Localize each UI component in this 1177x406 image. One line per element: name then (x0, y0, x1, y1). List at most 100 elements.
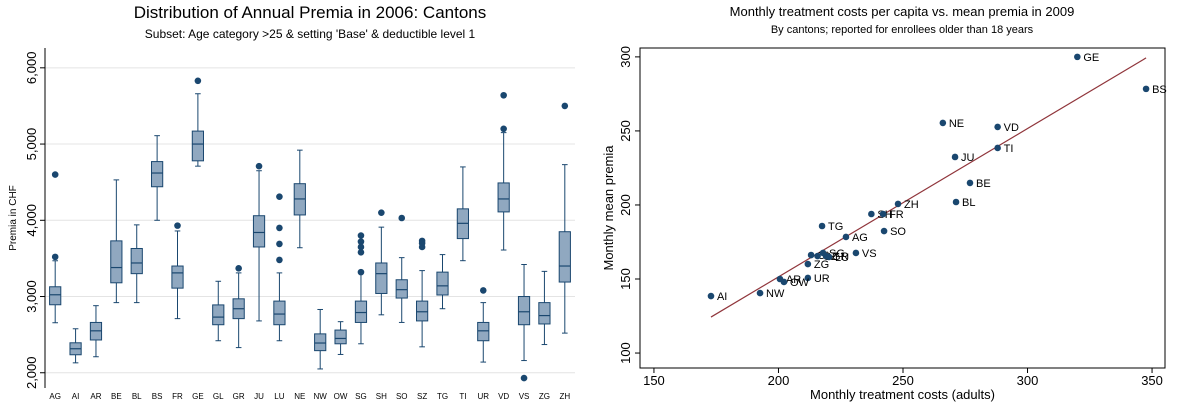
x-tick-label: JU (254, 392, 264, 401)
outlier (276, 193, 283, 200)
box (375, 262, 388, 294)
x-axis-label: Monthly treatment costs (adults) (810, 387, 995, 402)
outlier (357, 232, 365, 239)
x-tick-label: OW (334, 392, 348, 401)
point (804, 274, 812, 282)
box (395, 279, 408, 299)
box (151, 161, 164, 188)
outlier (194, 77, 202, 85)
point (879, 210, 887, 218)
box (273, 300, 286, 326)
point (852, 249, 860, 257)
x-tick-label: ZH (559, 392, 570, 401)
point-label: GE (1083, 52, 1099, 64)
point-label: SO (890, 226, 906, 238)
outlier (357, 238, 365, 245)
point-label: ZG (814, 259, 829, 271)
x-tick-label: AR (90, 392, 101, 401)
box (212, 304, 225, 326)
point (939, 119, 947, 127)
point (1074, 53, 1081, 61)
x-tick-label: BE (111, 392, 122, 401)
y-axis-label: Premia in CHF (8, 185, 19, 251)
x-tick-label: GE (192, 392, 204, 401)
box (314, 333, 327, 352)
point-label: BL (962, 197, 975, 209)
point-label: JU (961, 152, 975, 164)
point-label: NE (949, 118, 964, 130)
y-tick-label: 3,000 (24, 280, 39, 313)
outlier (479, 287, 487, 294)
box (477, 321, 490, 342)
point-label: BS (1152, 84, 1167, 96)
y-tick-label: 200 (618, 194, 633, 216)
y-tick-label: 100 (618, 342, 633, 364)
outlier (51, 171, 59, 178)
point-label: VD (1004, 122, 1019, 134)
outlier (357, 249, 365, 256)
plot-frame (639, 47, 1166, 369)
plot-area (45, 48, 575, 388)
x-tick-label: GL (213, 392, 224, 401)
point (880, 227, 888, 235)
outlier (235, 265, 242, 272)
point (707, 292, 715, 300)
point-label: BE (976, 178, 991, 190)
chart-subtitle: By cantons; reported for enrollees older… (771, 24, 1034, 36)
box (171, 265, 184, 289)
point (780, 278, 788, 286)
x-tick-label: NE (294, 392, 305, 401)
point-label: NW (766, 288, 785, 300)
x-tick-label: 250 (892, 373, 914, 388)
x-tick-label: 300 (1017, 373, 1039, 388)
box (252, 215, 266, 248)
x-tick-label: SH (376, 392, 387, 401)
box (130, 247, 143, 275)
trend-line (710, 57, 1147, 318)
x-tick-label: TG (437, 392, 448, 401)
outlier (520, 374, 528, 382)
point (966, 179, 974, 187)
box (436, 271, 449, 296)
outlier (174, 222, 181, 229)
x-tick-label: GR (233, 392, 245, 401)
y-tick-label: 300 (618, 46, 633, 68)
x-tick-label: SZ (417, 392, 427, 401)
x-tick-label: ZG (539, 392, 550, 401)
point-label: UR (814, 273, 830, 285)
point (894, 200, 902, 208)
box (191, 130, 204, 162)
outlier (276, 224, 283, 232)
point (1142, 85, 1150, 93)
point (842, 233, 850, 241)
y-tick-label: 6,000 (24, 52, 39, 85)
outlier (276, 256, 283, 264)
x-tick-label: UR (477, 392, 489, 401)
point (994, 123, 1001, 131)
box (538, 302, 551, 325)
x-tick-label: SG (355, 392, 367, 401)
point-label: TG (828, 221, 843, 233)
box (110, 240, 123, 284)
x-tick-label: 150 (643, 373, 665, 388)
outlier (378, 209, 385, 216)
x-tick-label: AG (49, 392, 61, 401)
outlier (357, 243, 365, 251)
chart-title: Monthly treatment costs per capita vs. m… (730, 4, 1075, 19)
x-tick-label: 350 (1141, 373, 1163, 388)
x-tick-label: LU (274, 392, 284, 401)
point-label: AR (786, 274, 801, 286)
box (416, 300, 429, 322)
y-tick-label: 250 (618, 120, 633, 142)
point (994, 144, 1001, 152)
point-label: OW (790, 277, 810, 289)
point (952, 198, 960, 206)
point (951, 153, 959, 161)
point (804, 260, 812, 268)
y-tick-label: 5,000 (24, 128, 39, 161)
point-label: AG (852, 232, 868, 244)
box (354, 300, 368, 323)
point-label: TI (1004, 143, 1014, 155)
chart-title: Distribution of Annual Premia in 2006: C… (134, 3, 486, 22)
